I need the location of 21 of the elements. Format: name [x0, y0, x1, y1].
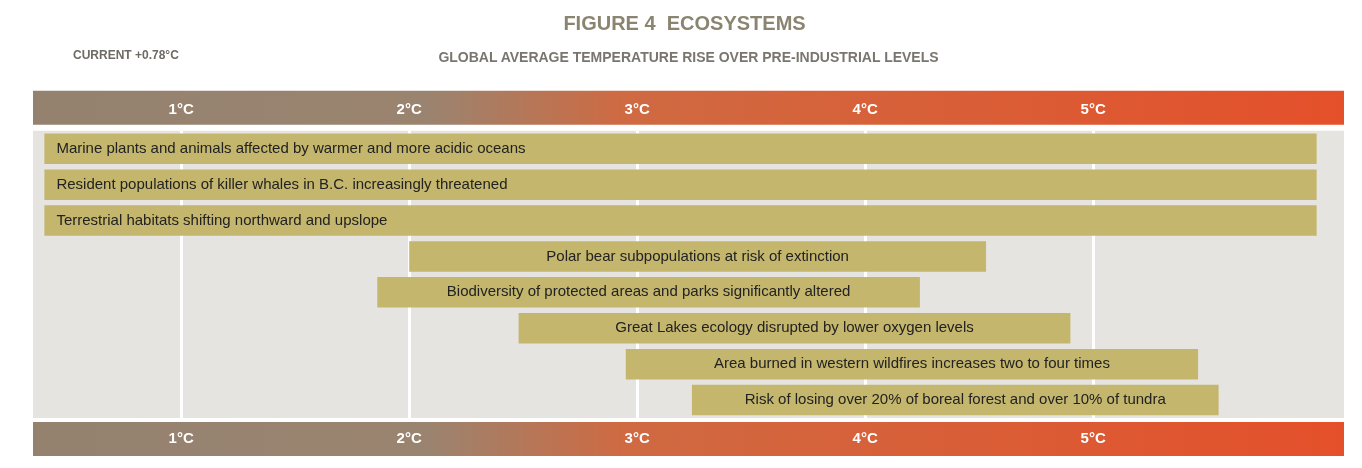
x-tick-label: 5°C	[1080, 99, 1106, 117]
y-tick-label: Risk of losing over 20% of boreal forest and over 10% of tundra	[744, 390, 1167, 408]
y-tick-label: Terrestrial habitats shifting northward and upslope	[56, 210, 388, 228]
x2-axis-title: GLOBAL AVERAGE TEMPERATURE RISE OVER PRE-INDUSTRIAL LEVELS	[438, 49, 939, 66]
y-tick-label: Polar bear subpopulations at risk of extinction	[546, 246, 849, 264]
x2-tick-label: 4°C	[852, 429, 878, 447]
x-tick-label: 3°C	[624, 99, 650, 117]
y-tick-label: Marine plants and animals affected by warmer and more acidic oceans	[56, 138, 526, 156]
x-tick-label: 1°C	[168, 99, 194, 117]
y-tick-label: Great Lakes ecology disrupted by lower oxygen levels	[615, 318, 974, 336]
x-tick-label: 4°C	[852, 99, 878, 117]
text: CURRENT +0.78°C	[73, 48, 180, 63]
x2-tick-label: 5°C	[1080, 429, 1106, 447]
x2-tick-label: 1°C	[168, 429, 194, 447]
x-tick-label: 2°C	[396, 99, 422, 117]
x2-tick-label: 2°C	[396, 429, 422, 447]
y-tick-label: Biodiversity of protected areas and parks significantly altered	[446, 282, 851, 300]
y-tick-label: Resident populations of killer whales in B.C. increasingly threatened	[56, 174, 508, 192]
x2-tick-label: 3°C	[624, 429, 650, 447]
y-tick-label: Area burned in western wildfires increases two to four times	[713, 354, 1110, 372]
chart-title: FIGURE 4 ECOSYSTEMS	[563, 11, 806, 34]
